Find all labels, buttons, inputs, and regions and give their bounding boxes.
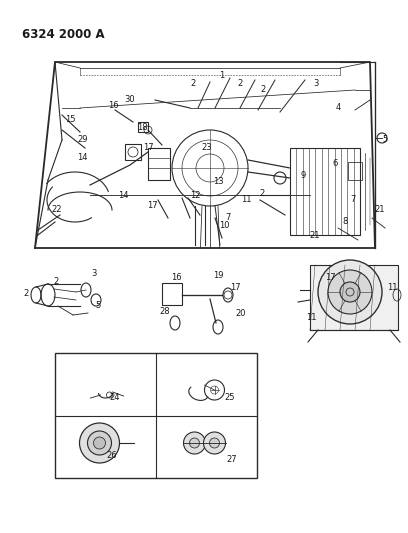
Text: 17: 17 bbox=[147, 200, 157, 209]
Text: 5: 5 bbox=[95, 301, 101, 310]
Circle shape bbox=[189, 438, 200, 448]
Circle shape bbox=[318, 260, 382, 324]
Text: 24: 24 bbox=[110, 393, 120, 402]
Text: 14: 14 bbox=[118, 190, 128, 199]
Text: 11: 11 bbox=[306, 313, 316, 322]
Bar bbox=[125, 144, 141, 160]
Text: 23: 23 bbox=[202, 143, 212, 152]
Text: 29: 29 bbox=[78, 135, 88, 144]
Text: 19: 19 bbox=[213, 271, 223, 279]
Circle shape bbox=[204, 432, 226, 454]
Text: 21: 21 bbox=[310, 230, 320, 239]
Bar bbox=[348, 162, 362, 180]
Text: 11: 11 bbox=[241, 196, 251, 205]
Text: 3: 3 bbox=[313, 78, 319, 87]
Circle shape bbox=[93, 437, 106, 449]
Text: 6: 6 bbox=[332, 158, 338, 167]
Circle shape bbox=[328, 270, 372, 314]
Bar bbox=[162, 283, 182, 305]
Text: 30: 30 bbox=[125, 94, 135, 103]
Text: 14: 14 bbox=[77, 154, 87, 163]
Text: 6324 2000 A: 6324 2000 A bbox=[22, 28, 104, 41]
Circle shape bbox=[340, 282, 360, 302]
Bar bbox=[138, 122, 148, 132]
Bar bbox=[290, 148, 360, 235]
Text: 2: 2 bbox=[260, 85, 266, 94]
Circle shape bbox=[184, 432, 206, 454]
Text: 15: 15 bbox=[65, 116, 75, 125]
Text: 17: 17 bbox=[230, 282, 240, 292]
Bar bbox=[148, 148, 170, 180]
Text: 28: 28 bbox=[160, 308, 170, 317]
Text: 2: 2 bbox=[23, 288, 29, 297]
Text: 2: 2 bbox=[259, 189, 265, 198]
Text: 2: 2 bbox=[191, 78, 195, 87]
Text: 17: 17 bbox=[325, 273, 335, 282]
Text: 10: 10 bbox=[219, 221, 229, 230]
Text: 7: 7 bbox=[350, 195, 356, 204]
Text: 21: 21 bbox=[375, 206, 385, 214]
Circle shape bbox=[209, 438, 220, 448]
Text: 16: 16 bbox=[171, 273, 181, 282]
Text: 2: 2 bbox=[237, 78, 243, 87]
Text: 18: 18 bbox=[137, 124, 147, 133]
Circle shape bbox=[87, 431, 111, 455]
Text: 20: 20 bbox=[236, 309, 246, 318]
Text: 12: 12 bbox=[190, 190, 200, 199]
Text: 17: 17 bbox=[143, 143, 153, 152]
Text: 2: 2 bbox=[53, 278, 59, 287]
Text: 16: 16 bbox=[108, 101, 118, 110]
Text: 25: 25 bbox=[225, 393, 235, 402]
Text: 26: 26 bbox=[106, 450, 118, 459]
Text: 22: 22 bbox=[52, 206, 62, 214]
Text: 13: 13 bbox=[213, 177, 223, 187]
Polygon shape bbox=[310, 265, 398, 330]
Text: 27: 27 bbox=[227, 456, 237, 464]
Text: 4: 4 bbox=[335, 103, 341, 112]
Text: 1: 1 bbox=[220, 70, 225, 79]
Bar bbox=[55, 353, 257, 478]
Circle shape bbox=[80, 423, 120, 463]
Text: 9: 9 bbox=[300, 171, 306, 180]
Text: 11: 11 bbox=[387, 284, 397, 293]
Text: 8: 8 bbox=[342, 217, 348, 227]
Text: 3: 3 bbox=[91, 270, 97, 279]
Text: 5: 5 bbox=[382, 135, 388, 144]
Text: 7: 7 bbox=[225, 214, 231, 222]
